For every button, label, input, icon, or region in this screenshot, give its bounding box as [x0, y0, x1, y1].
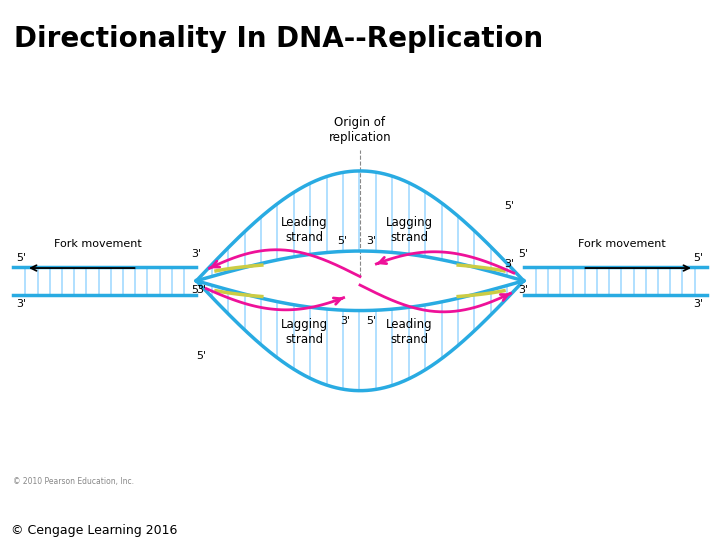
Text: © 2010 Pearson Education, Inc.: © 2010 Pearson Education, Inc. — [13, 477, 134, 487]
Text: Lagging
strand: Lagging strand — [281, 318, 328, 346]
Text: Directionality In DNA--Replication: Directionality In DNA--Replication — [14, 25, 544, 52]
Text: 3': 3' — [366, 236, 377, 246]
Text: 3': 3' — [504, 259, 514, 269]
Text: Lagging
strand: Lagging strand — [385, 216, 433, 244]
Text: 5': 5' — [192, 285, 202, 295]
Text: Fork movement: Fork movement — [54, 239, 142, 249]
Text: 5': 5' — [504, 201, 514, 211]
Text: 5': 5' — [693, 253, 703, 263]
Text: 3': 3' — [518, 285, 528, 295]
Text: 5': 5' — [337, 236, 347, 246]
Text: 5': 5' — [366, 315, 377, 326]
Text: 5': 5' — [196, 350, 206, 361]
Text: 3': 3' — [17, 299, 27, 308]
Text: 3': 3' — [192, 249, 202, 259]
Text: 3': 3' — [693, 299, 703, 308]
Text: 5': 5' — [17, 253, 27, 263]
Text: Leading
strand: Leading strand — [386, 318, 433, 346]
Text: 3': 3' — [340, 315, 350, 326]
Text: Leading
strand: Leading strand — [281, 216, 328, 244]
Text: © Cengage Learning 2016: © Cengage Learning 2016 — [11, 524, 177, 537]
Text: Origin of
replication: Origin of replication — [329, 116, 391, 144]
Text: 5': 5' — [518, 249, 528, 259]
Text: 3': 3' — [196, 285, 206, 295]
Text: Fork movement: Fork movement — [578, 239, 666, 249]
